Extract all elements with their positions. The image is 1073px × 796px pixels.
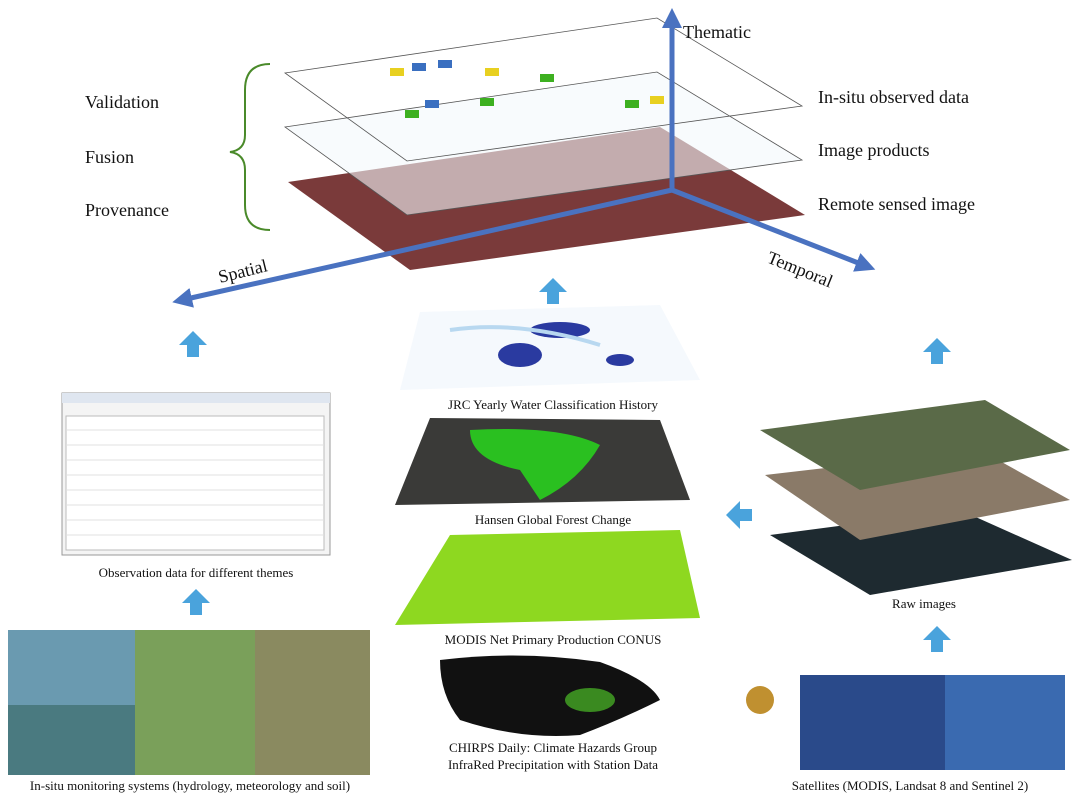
photo xyxy=(8,705,135,775)
insitu-plane xyxy=(283,17,804,162)
arrow xyxy=(726,501,752,529)
caption: Hansen Global Forest Change xyxy=(475,512,632,527)
caption: Satellites (MODIS, Landsat 8 and Sentine… xyxy=(792,778,1029,793)
arrow xyxy=(182,589,210,615)
axis-label: Thematic xyxy=(683,22,751,42)
stage-label: Fusion xyxy=(85,147,134,167)
caption: MODIS Net Primary Production CONUS xyxy=(445,632,662,647)
chirps-image xyxy=(440,655,660,736)
stage-label: Validation xyxy=(85,92,159,112)
raw-image xyxy=(770,510,1072,595)
flags xyxy=(390,60,664,118)
axis-label: Temporal xyxy=(765,247,836,291)
caption: Observation data for different themes xyxy=(99,565,294,580)
layer-label: In-situ observed data xyxy=(818,87,969,107)
layer-label: Remote sensed image xyxy=(818,194,975,214)
layer-label: Image products xyxy=(818,140,929,160)
arrow xyxy=(923,626,951,652)
stage-label: Provenance xyxy=(85,200,169,220)
table-screenshot xyxy=(61,392,331,556)
brace xyxy=(229,63,271,231)
chirps-rain xyxy=(565,688,615,712)
arrow xyxy=(539,278,567,304)
caption: JRC Yearly Water Classification History xyxy=(448,397,658,412)
caption: In-situ monitoring systems (hydrology, m… xyxy=(30,778,350,793)
caption: Raw images xyxy=(892,596,956,611)
photo xyxy=(255,630,370,775)
jrc-image xyxy=(400,305,700,390)
arrow xyxy=(923,338,951,364)
photo xyxy=(135,630,255,775)
caption: InfraRed Precipitation with Station Data xyxy=(448,757,658,772)
spatial-axis xyxy=(172,187,673,308)
arrow xyxy=(179,331,207,357)
satellite-icon xyxy=(746,686,774,714)
layer-planes xyxy=(283,17,805,270)
modis-image xyxy=(395,530,700,625)
photo xyxy=(945,675,1065,770)
caption: CHIRPS Daily: Climate Hazards Group xyxy=(449,740,657,755)
hansen-forest xyxy=(470,429,600,500)
raw-image xyxy=(760,400,1070,490)
temporal-axis xyxy=(671,187,876,272)
photo xyxy=(800,675,945,770)
